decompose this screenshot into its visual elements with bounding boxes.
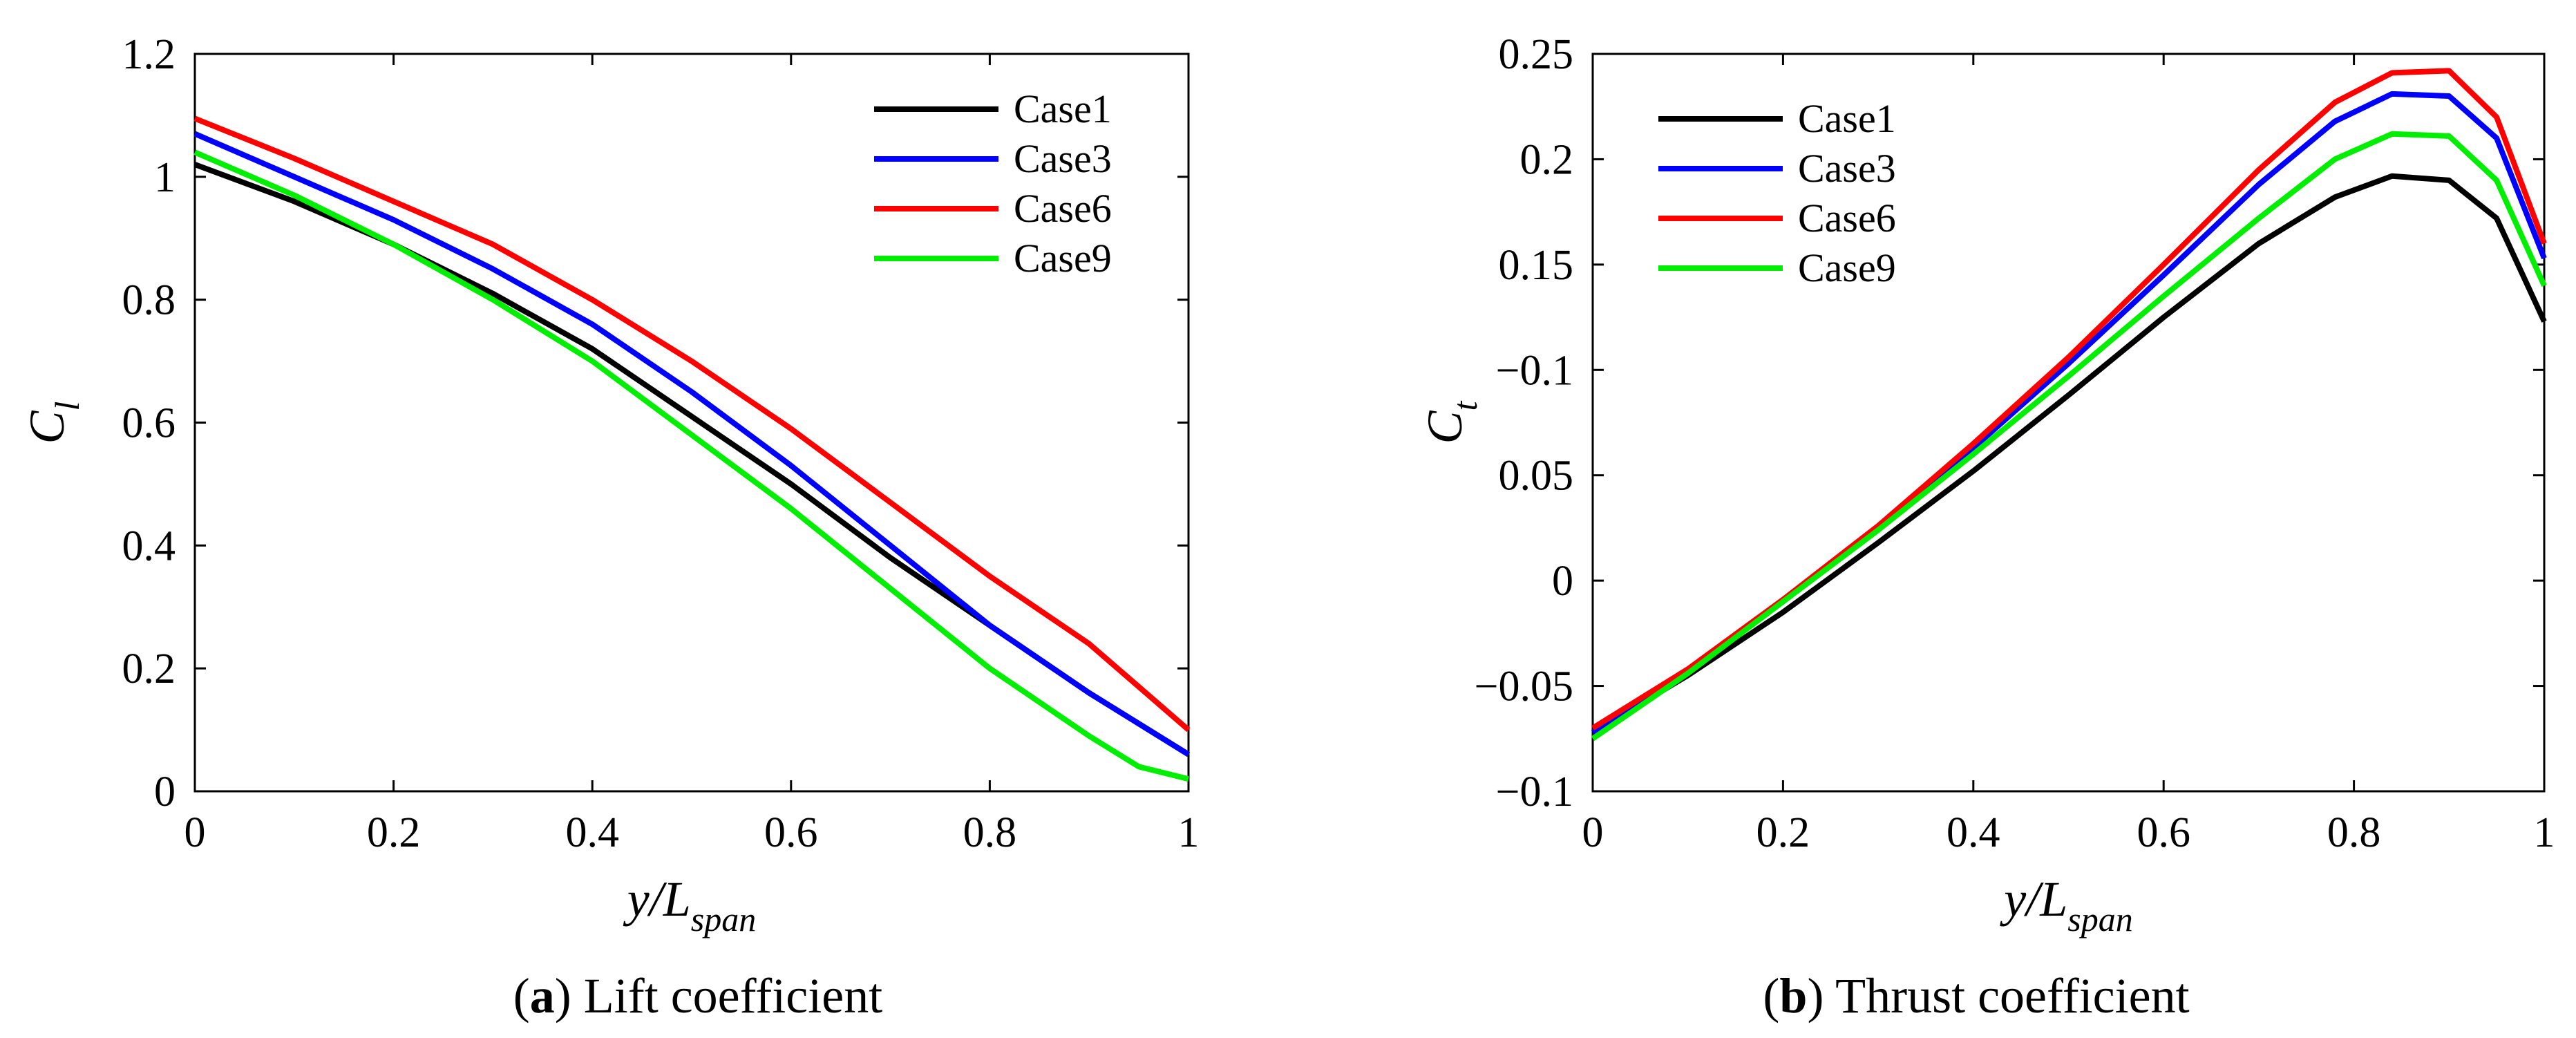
- chart1-xtick-label: 0: [1582, 809, 1604, 856]
- chart0-ylabel: Cl: [19, 402, 86, 444]
- chart1-ytick-label: 0.2: [1520, 136, 1574, 183]
- chart0-ytick-label: 0.6: [122, 400, 176, 447]
- chart0-ylabel-sub: l: [48, 402, 86, 411]
- chart0-ytick-label: 1: [154, 154, 176, 201]
- caption-a-letter: a: [530, 968, 555, 1023]
- chart1-ytick-label: −0.05: [1475, 663, 1573, 710]
- chart0-legend-label: Case1: [1014, 86, 1112, 131]
- chart0-ytick-label: 1.2: [122, 31, 176, 78]
- caption-b-close: ): [1807, 968, 1824, 1023]
- chart0-xlabel-sub: span: [691, 900, 756, 938]
- chart1-xlabel-sub: span: [2067, 900, 2132, 938]
- chart1-xtick-label: 1: [2534, 809, 2555, 856]
- chart0-series-case9: [193, 149, 1189, 782]
- chart1-xtick-label: 0.6: [2137, 809, 2190, 856]
- thrust-coefficient-chart: 0 0.2 0.4 0.6 0.8 1 −0.1 −0.05 0 0.05 −0.1 0.15 0.2 0…: [1417, 31, 2555, 938]
- chart1-legend-label: Case6: [1798, 196, 1896, 240]
- chart1-xtick-label: 0.8: [2327, 809, 2381, 856]
- chart1-xlabel: y/Lspan: [1999, 871, 2132, 938]
- chart1-xtick-label: 0.4: [1947, 809, 2000, 856]
- chart1-series-case1: [1591, 173, 2547, 735]
- chart0-xtick-label: 0.4: [565, 809, 619, 856]
- chart0-ytick-label: 0.2: [122, 645, 176, 692]
- chart1-xtick-label: 0.2: [1756, 809, 1810, 856]
- chart0-ytick-label: 0.4: [122, 522, 176, 569]
- chart0-ytick-label: 0.8: [122, 277, 176, 324]
- chart0-xtick-label: 0: [184, 809, 206, 856]
- chart0-xtick-label: 1: [1178, 809, 1200, 856]
- chart1-ytick-label: −0.1: [1496, 347, 1573, 394]
- chart1-ytick-label: 0.05: [1499, 453, 1574, 500]
- chart0-xtick-label: 0.6: [764, 809, 818, 856]
- chart1-ylabel-sub: t: [1446, 400, 1484, 411]
- caption-a-close: ): [555, 968, 571, 1023]
- chart1-legend-label: Case1: [1798, 96, 1896, 141]
- chart0-legend-label: Case3: [1014, 136, 1112, 181]
- chart0-legend-label: Case6: [1014, 186, 1112, 231]
- chart0-legend-label: Case9: [1014, 236, 1112, 281]
- chart0-ytick-label: 0: [154, 768, 176, 815]
- chart0-xtick-label: 0.8: [963, 809, 1017, 856]
- caption-b: (b) Thrust coefficient: [1763, 968, 2189, 1023]
- chart1-ytick-label: −0.1: [1496, 768, 1573, 815]
- chart1-ytick-label: 0.25: [1499, 31, 1574, 78]
- chart0-xlabel: y/Lspan: [623, 871, 756, 938]
- caption-b-text: Thrust coefficient: [1824, 968, 2189, 1023]
- caption-a: (a) Lift coefficient: [513, 968, 882, 1023]
- chart1-ylabel: Ct: [1417, 400, 1484, 444]
- caption-a-open: (: [513, 968, 530, 1023]
- caption-a-text: Lift coefficient: [571, 968, 882, 1023]
- caption-b-letter: b: [1779, 968, 1807, 1023]
- chart0-series-case3: [193, 131, 1191, 757]
- chart1-axes-box: [1591, 53, 2546, 793]
- chart1-series-case9: [1591, 131, 2547, 742]
- chart0-series-case6: [193, 115, 1191, 733]
- chart1-legend-label: Case3: [1798, 146, 1896, 191]
- chart1-ytick-label: 0: [1552, 558, 1573, 605]
- lift-coefficient-chart: 0 0.2 0.4 0.6 0.8 1 0 0.2 0.4 0.6 0.8 1 1.2 y/Lspan Cl…: [19, 31, 1200, 938]
- chart0-xtick-label: 0.2: [367, 809, 421, 856]
- chart1-ytick-label: 0.15: [1499, 242, 1574, 289]
- caption-b-open: (: [1763, 968, 1779, 1023]
- chart1-legend-label: Case9: [1798, 245, 1896, 290]
